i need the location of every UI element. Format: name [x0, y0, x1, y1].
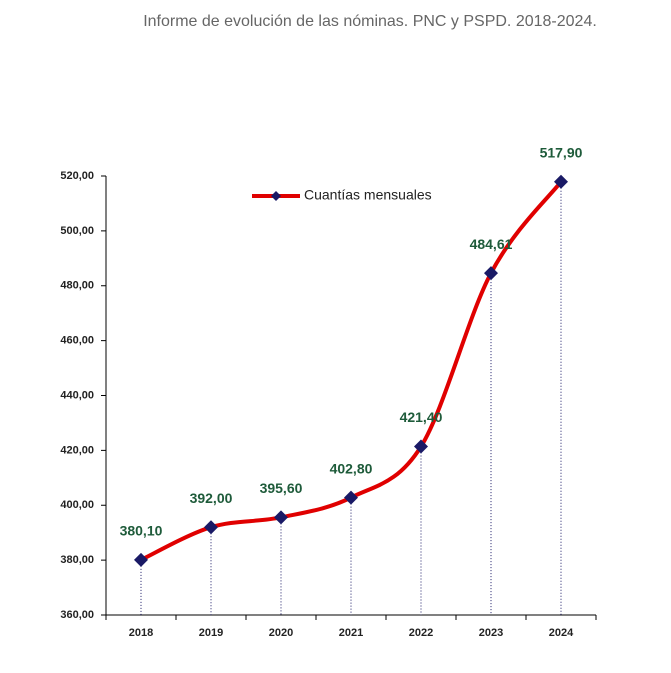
legend-marker [271, 191, 281, 201]
x-tick-label: 2020 [269, 627, 293, 639]
marker [414, 439, 428, 454]
y-tick-label: 480,00 [60, 280, 94, 292]
chart-title: Informe de evolución de las nóminas. PNC… [143, 13, 597, 30]
value-label: 517,90 [540, 144, 583, 160]
value-label: 392,00 [190, 490, 233, 506]
x-tick-label: 2021 [339, 627, 363, 639]
value-label: 421,40 [400, 409, 443, 425]
x-tick-label: 2023 [479, 627, 503, 639]
y-tick-label: 460,00 [60, 335, 94, 347]
y-tick-label: 400,00 [60, 499, 94, 511]
value-label: 395,60 [260, 480, 303, 496]
legend-label: Cuantías mensuales [304, 187, 432, 203]
y-tick-label: 380,00 [60, 554, 94, 566]
y-tick-label: 440,00 [60, 389, 94, 401]
y-tick-label: 520,00 [60, 170, 94, 182]
x-tick-label: 2019 [199, 627, 223, 639]
marker [204, 520, 218, 535]
x-tick-label: 2018 [129, 627, 153, 639]
marker [134, 552, 148, 567]
x-tick-label: 2022 [409, 627, 433, 639]
marker [484, 266, 498, 281]
marker [344, 490, 358, 505]
x-tick-label: 2024 [549, 627, 574, 639]
y-tick-label: 500,00 [60, 225, 94, 237]
y-tick-label: 420,00 [60, 444, 94, 456]
marker [554, 174, 568, 189]
y-tick-label: 360,00 [60, 609, 94, 621]
marker [274, 510, 288, 525]
value-label: 380,10 [120, 523, 163, 539]
value-label: 484,61 [470, 236, 513, 252]
value-label: 402,80 [330, 460, 373, 476]
